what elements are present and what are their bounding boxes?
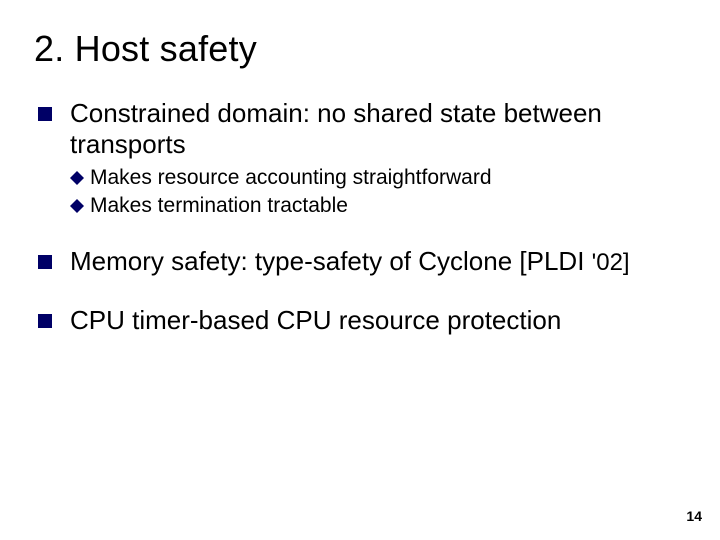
page-number: 14 [686, 508, 702, 524]
square-bullet-icon [38, 255, 52, 269]
bullet-item: Constrained domain: no shared state betw… [38, 98, 686, 159]
bullet-text-main: Memory safety: type-safety of Cyclone [P… [70, 246, 592, 276]
square-bullet-icon [38, 314, 52, 328]
bullet-text-tail: '02] [592, 249, 630, 276]
bullet-item: Memory safety: type-safety of Cyclone [P… [38, 246, 686, 277]
bullet-text: CPU timer-based CPU resource protection [70, 305, 561, 336]
slide-title: 2. Host safety [34, 28, 686, 70]
diamond-bullet-icon [70, 199, 84, 213]
square-bullet-icon [38, 107, 52, 121]
slide: 2. Host safety Constrained domain: no sh… [0, 0, 720, 540]
bullet-item: CPU timer-based CPU resource protection [38, 305, 686, 336]
sub-bullet-item: Makes resource accounting straightforwar… [70, 165, 686, 190]
bullet-text: Memory safety: type-safety of Cyclone [P… [70, 246, 630, 277]
sub-bullet-text: Makes termination tractable [90, 193, 348, 218]
sub-bullet-group: Makes resource accounting straightforwar… [70, 165, 686, 217]
diamond-bullet-icon [70, 171, 84, 185]
sub-bullet-item: Makes termination tractable [70, 193, 686, 218]
bullet-text: Constrained domain: no shared state betw… [70, 98, 686, 159]
sub-bullet-text: Makes resource accounting straightforwar… [90, 165, 492, 190]
